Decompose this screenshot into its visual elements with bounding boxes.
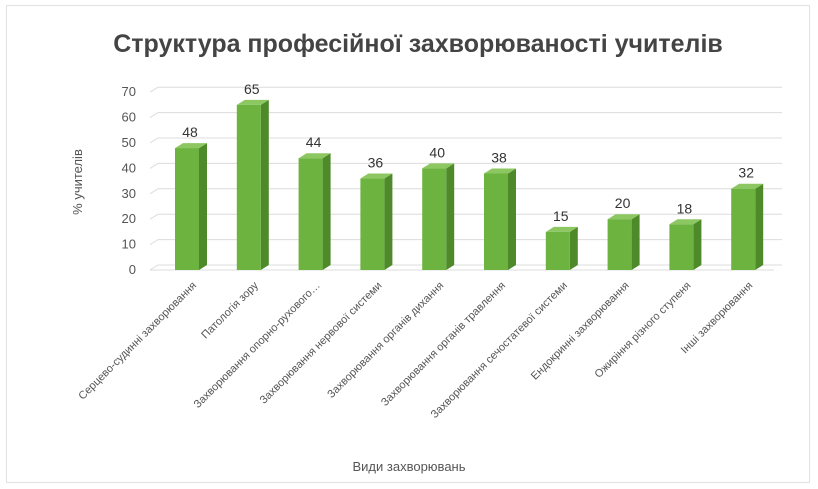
bar-side <box>322 153 331 270</box>
gridline <box>149 137 782 144</box>
gridline <box>149 86 782 93</box>
y-tick-label: 0 <box>129 262 136 277</box>
bar <box>422 163 455 270</box>
y-axis-title: % учителів <box>70 149 85 215</box>
data-label: 20 <box>615 195 631 211</box>
data-label: 48 <box>182 124 198 140</box>
bar-side <box>755 183 764 270</box>
gridline <box>149 213 782 220</box>
category-label: Захворювання нервової системи <box>258 280 385 407</box>
data-label: 18 <box>677 200 693 216</box>
data-label: 38 <box>491 149 507 165</box>
category-label: Серцево-судинні захворювання <box>76 280 199 403</box>
gridline <box>149 112 782 119</box>
category-label: Захворювання сечостатевої системи <box>429 280 570 421</box>
bar <box>545 226 578 270</box>
y-tick-label: 60 <box>122 110 136 125</box>
category-labels: Серцево-судинні захворювання Патологія зо… <box>76 279 755 421</box>
category-label: Захворювання органів травлення <box>379 280 508 409</box>
bar-top <box>545 226 578 232</box>
bar <box>669 219 702 270</box>
bar <box>175 143 207 270</box>
bar <box>236 99 269 271</box>
data-label: 36 <box>368 155 384 171</box>
y-tick-label: 10 <box>122 237 136 252</box>
y-tick-label: 30 <box>122 186 136 201</box>
bar-side <box>508 168 516 270</box>
bar-top <box>607 214 640 220</box>
category-label: Захворювання органів дихання <box>325 280 446 401</box>
bar-front <box>298 158 323 270</box>
gridline <box>149 188 782 195</box>
bar-top <box>484 168 516 174</box>
bar-side <box>260 99 269 271</box>
bar-side <box>631 214 640 270</box>
bar <box>360 173 393 270</box>
bar-side <box>446 163 455 270</box>
data-label: 40 <box>429 144 445 160</box>
bar-top <box>298 153 331 159</box>
chart-title: Структура професійної захворюваності учи… <box>113 30 723 58</box>
category-label: Патологія зору <box>199 279 261 341</box>
bar <box>607 214 640 270</box>
bar-front <box>236 104 261 271</box>
bars <box>175 99 764 271</box>
category-label: Захворювання опорно-рухового… <box>192 280 323 411</box>
bar-front <box>545 231 570 270</box>
bar <box>731 183 764 270</box>
data-labels: 48 65 44 36 40 38 15 20 18 32 <box>182 81 754 224</box>
bar-top <box>669 219 702 225</box>
bar <box>484 168 516 270</box>
bar-front <box>607 219 632 270</box>
bar-side <box>693 219 702 270</box>
bar-top <box>236 99 269 105</box>
data-label: 44 <box>306 134 322 150</box>
bar <box>298 153 331 270</box>
y-tick-label: 40 <box>122 160 136 175</box>
gridline <box>149 162 782 169</box>
x-axis-title: Види захворювань <box>353 459 466 474</box>
bar-front <box>669 224 694 270</box>
bar-front <box>422 168 447 270</box>
bar-top <box>360 173 393 179</box>
data-label: 32 <box>738 165 754 181</box>
y-tick-label: 50 <box>122 135 136 150</box>
bar-side <box>569 226 578 270</box>
bar-top <box>175 143 207 149</box>
bar-top <box>422 163 455 169</box>
y-axis-ticks: 0 10 20 30 40 50 60 70 <box>122 84 136 277</box>
bar-front <box>731 188 756 270</box>
y-tick-label: 70 <box>122 84 136 99</box>
bar-side <box>199 143 207 270</box>
category-label: Ендокринні захворювання <box>529 280 632 383</box>
data-label: 15 <box>553 208 569 224</box>
bar-front <box>484 173 508 270</box>
bar-top <box>731 183 764 189</box>
bar-front <box>175 148 199 270</box>
bar-front <box>360 178 385 270</box>
data-label: 65 <box>244 81 260 97</box>
y-tick-label: 20 <box>122 211 136 226</box>
bar-side <box>384 173 393 270</box>
